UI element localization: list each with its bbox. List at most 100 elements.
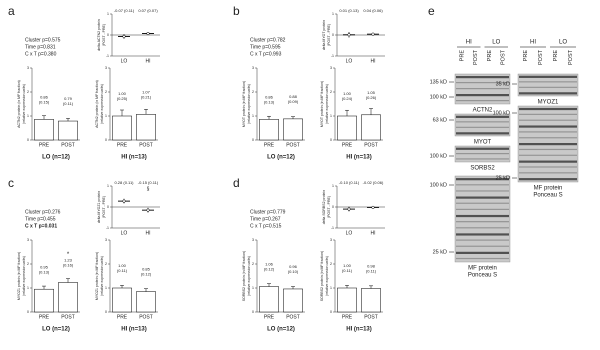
bar xyxy=(337,115,357,141)
value-label: 1.00 xyxy=(118,91,127,96)
x-tick-label: LO xyxy=(121,230,128,236)
mean-dot xyxy=(122,34,126,39)
y-axis-label: (relative expression units) xyxy=(325,84,329,124)
group-label: HI (n=13) xyxy=(121,155,147,161)
group-label: LO (n=12) xyxy=(267,327,295,333)
blot-band xyxy=(519,75,577,78)
error-label: (0.11) xyxy=(63,101,74,106)
blot-band xyxy=(456,158,509,160)
error-label: (0.21) xyxy=(141,94,152,99)
y-axis-label: (POST - PRE) xyxy=(102,24,106,46)
group-label: LO (n=12) xyxy=(42,155,70,161)
panel-letter: b xyxy=(233,4,240,18)
y-tick-label: 1 xyxy=(105,286,107,290)
stat-text: Cluster p=0.575 xyxy=(25,37,61,43)
y-tick-label: 1 xyxy=(252,286,254,290)
blot-image xyxy=(454,175,511,263)
value-label: 1.07 xyxy=(142,89,151,94)
mean-dot xyxy=(122,199,126,203)
annotation: § xyxy=(147,186,150,192)
bar xyxy=(34,119,54,141)
y-axis-label: ACTN2 protein (in MF fraction) xyxy=(17,80,21,128)
y-tick-label: 2 xyxy=(330,90,332,94)
y-axis-label: delta SORBS2 protein xyxy=(322,190,326,224)
y-axis-label: (relative expression units) xyxy=(325,256,329,296)
size-marker: 100 kD xyxy=(493,110,510,116)
y-axis-label: SORBS2 protein (in MF fraction) xyxy=(320,251,324,301)
group-label: HI (n=13) xyxy=(346,155,372,161)
blot-label: MYOT xyxy=(474,140,492,146)
y-axis-label: MYOZ1 protein (in MF fraction) xyxy=(17,252,21,300)
blot-band xyxy=(519,154,577,156)
bar xyxy=(58,282,78,313)
blot-band xyxy=(456,251,509,254)
lane-label: PRE xyxy=(459,50,465,62)
blot-label: ACTN2 xyxy=(473,108,493,114)
y-axis-label: (relative expression units) xyxy=(22,84,26,124)
value-label: 1.00 xyxy=(118,263,127,268)
bar xyxy=(361,114,381,141)
size-marker: 25 kD xyxy=(496,175,510,181)
value-label: 1.00 xyxy=(343,263,352,268)
mean-dot xyxy=(371,32,375,36)
y-tick-label: 3 xyxy=(105,238,107,242)
size-marker: 25 kD xyxy=(433,249,447,255)
value-label: 0.88 xyxy=(289,94,298,99)
y-tick-label: 1 xyxy=(332,184,334,188)
y-tick-label: 1 xyxy=(27,114,29,118)
blot-band xyxy=(519,92,577,95)
y-tick-label: 0 xyxy=(105,310,107,314)
x-tick-label: LO xyxy=(346,230,353,236)
x-tick-label: HI xyxy=(371,230,376,236)
bar xyxy=(136,114,156,141)
value-label: 0.95 xyxy=(40,264,49,269)
stat-text: Time p=0.831 xyxy=(25,44,56,50)
bar xyxy=(58,120,78,141)
value-label: 0.86 xyxy=(40,94,49,99)
error-label: (0.10) xyxy=(288,269,299,274)
bar xyxy=(283,118,303,141)
stat-text: C x T p=0.031 xyxy=(25,223,57,229)
y-tick-label: 2 xyxy=(27,262,29,266)
x-tick-label: POST xyxy=(61,142,75,148)
x-tick-label: POST xyxy=(286,142,300,148)
blot-band xyxy=(456,245,509,247)
y-tick-label: 0 xyxy=(332,33,334,37)
y-tick-label: 1 xyxy=(332,12,334,16)
blot-band xyxy=(456,214,509,218)
y-tick-label: 0 xyxy=(27,138,29,142)
y-tick-label: 0 xyxy=(27,310,29,314)
bar xyxy=(34,288,54,313)
blot-band xyxy=(456,257,509,260)
y-tick-label: 1 xyxy=(27,286,29,290)
blot-band xyxy=(519,131,577,133)
group-label: LO (n=12) xyxy=(267,155,295,161)
x-tick-label: HI xyxy=(146,230,151,236)
bar xyxy=(136,291,156,313)
y-axis-label: (relative expression units) xyxy=(22,256,26,296)
bar xyxy=(112,115,132,141)
y-tick-label: -1 xyxy=(106,54,109,58)
panel-letter: c xyxy=(8,176,14,190)
blot-label: MF protein xyxy=(534,186,563,192)
x-tick-label: PRE xyxy=(39,142,50,148)
bar xyxy=(259,286,279,313)
mean-dot xyxy=(146,208,150,212)
value-label: -0.02 (0.06) xyxy=(363,180,384,185)
y-axis-label: (POST - PRE) xyxy=(327,196,331,218)
y-tick-label: 0 xyxy=(105,138,107,142)
group-label: LO (n=12) xyxy=(42,327,70,333)
y-axis-label: SORBS2 protein (in MF fraction) xyxy=(242,251,246,301)
x-tick-label: LO xyxy=(346,58,353,64)
y-tick-label: 2 xyxy=(27,90,29,94)
x-tick-label: POST xyxy=(286,314,300,320)
y-axis-label: ACTN2 protein (in MF fraction) xyxy=(95,80,99,128)
y-tick-label: 1 xyxy=(330,286,332,290)
blot-band xyxy=(456,153,509,155)
blot-band xyxy=(519,107,577,111)
y-axis-label: MYOT protein (in MF fraction) xyxy=(320,81,324,127)
blot-label: SORBS2 xyxy=(470,166,495,172)
group-header: LO xyxy=(559,40,567,46)
y-tick-label: 3 xyxy=(105,66,107,70)
blot-band xyxy=(456,82,509,84)
